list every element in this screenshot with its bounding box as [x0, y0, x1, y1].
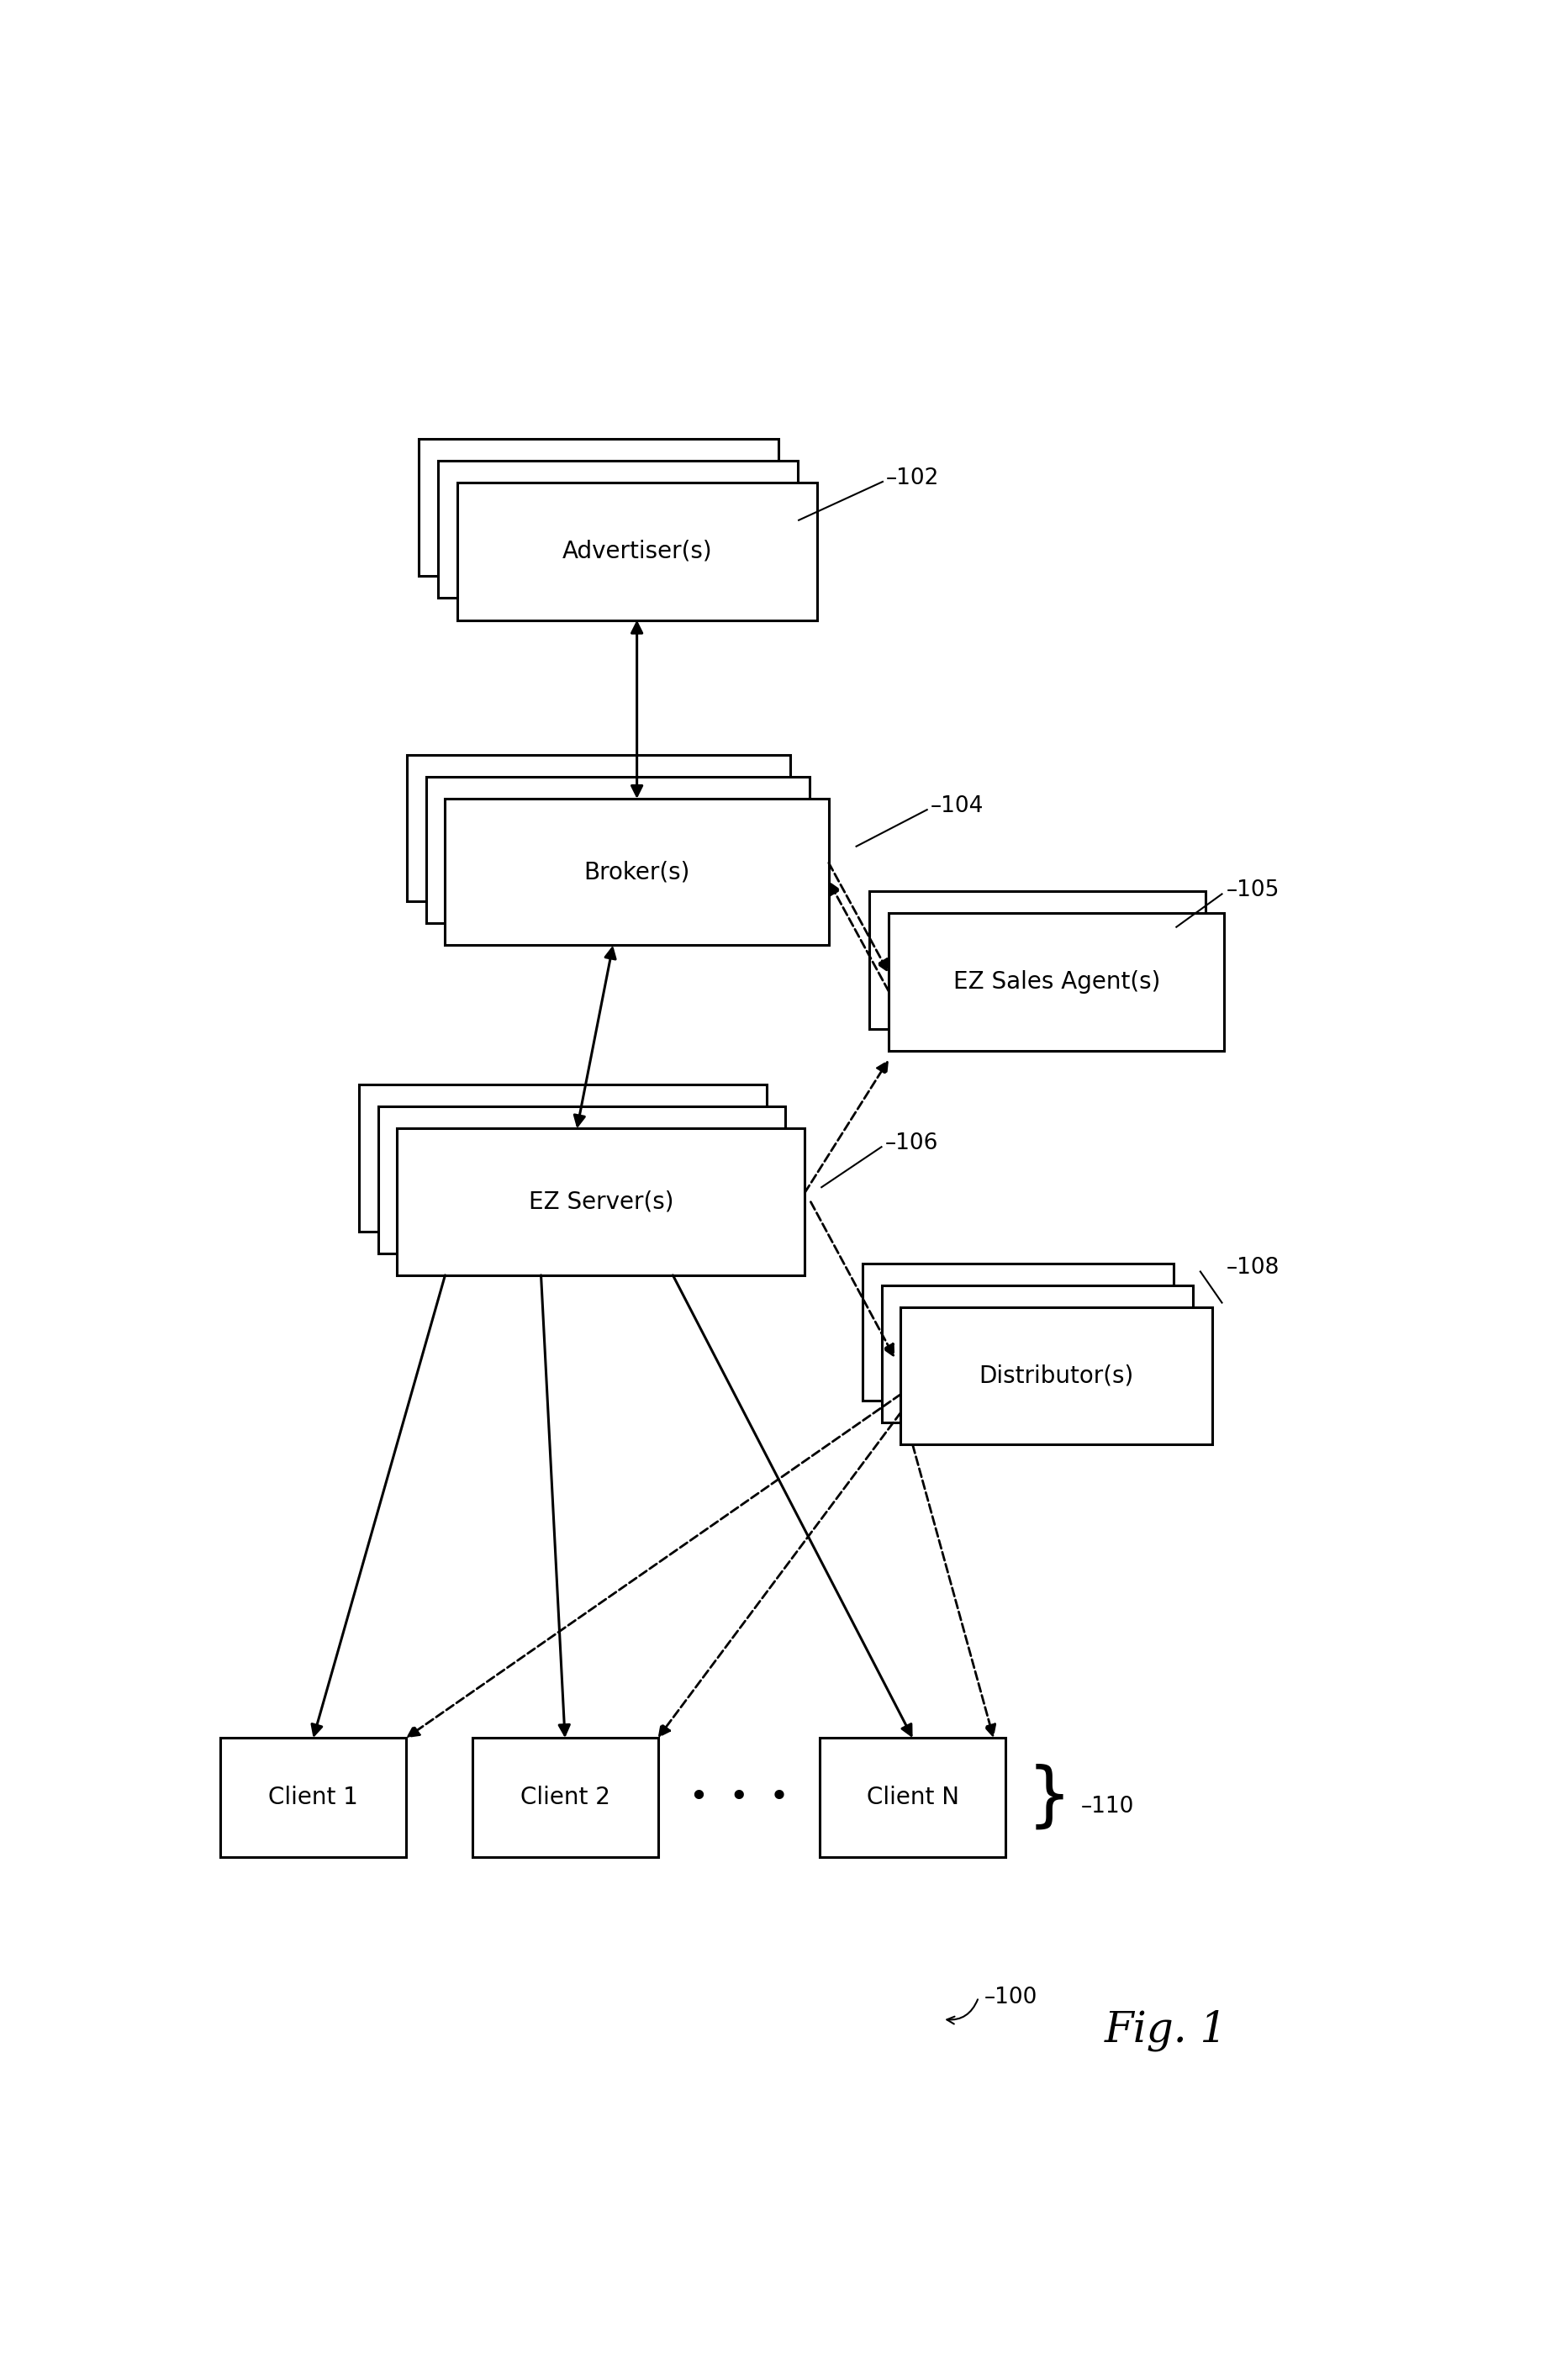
- Bar: [869, 890, 1204, 1028]
- Bar: [900, 1307, 1212, 1445]
- Text: –108: –108: [1226, 1257, 1279, 1278]
- Bar: [458, 483, 816, 621]
- Bar: [438, 462, 798, 597]
- Text: –105: –105: [1226, 881, 1279, 902]
- Bar: [419, 438, 778, 576]
- Text: Client 2: Client 2: [519, 1785, 609, 1809]
- Bar: [472, 1737, 657, 1856]
- Bar: [397, 1128, 804, 1276]
- Bar: [445, 800, 829, 945]
- Bar: [220, 1737, 407, 1856]
- Text: Client 1: Client 1: [267, 1785, 359, 1809]
- Text: Fig. 1: Fig. 1: [1104, 2009, 1228, 2052]
- Bar: [407, 754, 790, 902]
- Text: EZ Sales Agent(s): EZ Sales Agent(s): [952, 971, 1160, 995]
- Bar: [359, 1085, 765, 1230]
- Text: –100: –100: [985, 1987, 1037, 2009]
- Bar: [887, 914, 1224, 1050]
- Text: –110: –110: [1081, 1797, 1133, 1818]
- Bar: [425, 776, 809, 923]
- Text: Distributor(s): Distributor(s): [979, 1364, 1133, 1388]
- Text: Broker(s): Broker(s): [583, 859, 690, 883]
- Text: –102: –102: [886, 466, 938, 488]
- Text: EZ Server(s): EZ Server(s): [529, 1190, 673, 1214]
- Text: Client N: Client N: [866, 1785, 959, 1809]
- Bar: [861, 1264, 1173, 1402]
- Text: –106: –106: [884, 1133, 938, 1154]
- Bar: [881, 1285, 1192, 1423]
- Text: •  •  •: • • •: [688, 1783, 788, 1814]
- Bar: [819, 1737, 1005, 1856]
- Bar: [377, 1107, 785, 1254]
- Text: Advertiser(s): Advertiser(s): [561, 540, 711, 564]
- Text: }: }: [1027, 1764, 1071, 1833]
- Text: –104: –104: [931, 795, 983, 816]
